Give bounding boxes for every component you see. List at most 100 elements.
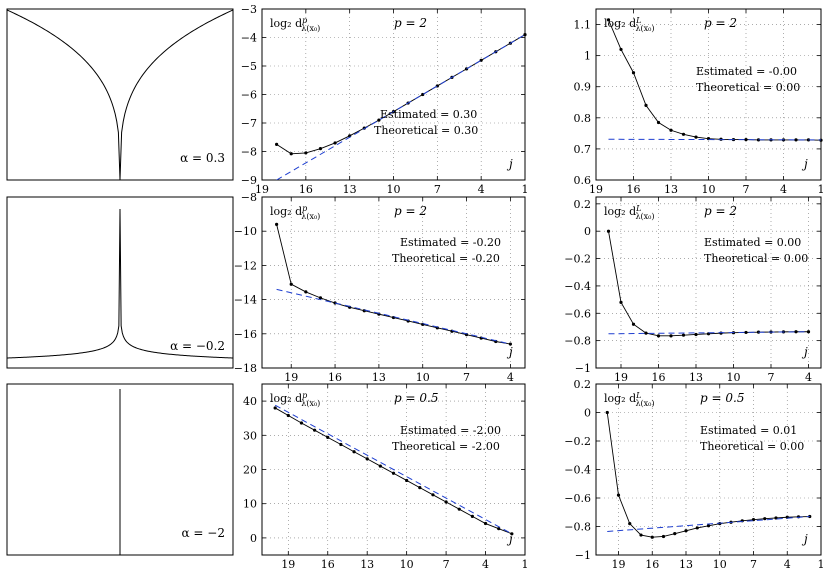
estimated-label: Estimated = -2.00 <box>400 424 501 437</box>
y-tick-label: −10 <box>234 225 257 238</box>
x-tick-label: 19 <box>281 558 295 571</box>
y-axis-annotation: log₂ dL λ(x₀) <box>604 204 654 221</box>
data-point <box>656 334 661 338</box>
y-axis-annotation: log₂ dp λ(x₀) <box>270 204 320 221</box>
data-point <box>669 334 673 338</box>
y-tick-label: 0.8 <box>574 112 592 125</box>
signal-alpha-label: α = −2 <box>182 526 225 540</box>
p-label: p = 2 <box>704 16 737 30</box>
plot-background <box>262 197 525 368</box>
data-point <box>299 421 304 425</box>
data-point <box>286 413 290 418</box>
data-point <box>418 486 422 490</box>
y-tick-label: −14 <box>234 294 257 307</box>
theoretical-label: Theoretical = 0.00 <box>704 252 808 265</box>
data-point <box>806 330 811 334</box>
estimated-label: Estimated = 0.00 <box>704 236 801 249</box>
j-label: j <box>801 345 808 359</box>
y-tick-label: 0 <box>584 225 591 238</box>
x-tick-label: 10 <box>702 183 716 196</box>
data-point <box>470 514 474 518</box>
x-tick-label: 7 <box>743 183 750 196</box>
x-tick-label: 13 <box>689 371 703 384</box>
x-tick-label: 4 <box>780 183 787 196</box>
fit-line <box>274 404 513 535</box>
x-tick-label: 19 <box>589 183 603 196</box>
x-tick-label: 4 <box>507 371 514 384</box>
data-point <box>391 471 396 475</box>
x-tick-label: 16 <box>299 183 313 196</box>
x-tick-label: 19 <box>284 371 298 384</box>
y-tick-label: 40 <box>243 395 257 408</box>
signal-frame <box>6 196 234 369</box>
estimated-label: Estimated = 0.30 <box>380 108 477 121</box>
data-point <box>628 522 632 526</box>
data-point <box>275 222 279 226</box>
y-tick-label: 0.6 <box>574 174 592 187</box>
signal-curve <box>6 9 234 181</box>
j-label: j <box>801 532 808 546</box>
x-tick-label: 13 <box>360 558 374 571</box>
j-label: j <box>506 532 513 546</box>
data-point <box>497 527 501 531</box>
y-tick-label: −0.4 <box>564 280 591 293</box>
x-tick-label: 7 <box>768 371 775 384</box>
estimated-label: Estimated = -0.00 <box>696 65 797 78</box>
y-tick-label: −1 <box>575 549 591 562</box>
y-tick-label: −0.6 <box>564 492 591 505</box>
data-point <box>794 138 798 142</box>
y-tick-label: 30 <box>243 429 257 442</box>
y-tick-label: −8 <box>241 191 257 204</box>
plot-background <box>596 9 821 180</box>
data-point <box>326 435 330 439</box>
x-tick-label: 16 <box>321 558 335 571</box>
y-tick-label: 1 <box>584 50 591 63</box>
theoretical-label: Theoretical = -0.20 <box>392 252 500 265</box>
x-tick-label: 4 <box>784 558 791 571</box>
y-tick-label: −16 <box>234 328 257 341</box>
p-label: p = 2 <box>394 204 427 218</box>
theoretical-label: Theoretical = 0.00 <box>700 440 804 453</box>
x-tick-label: 16 <box>627 183 641 196</box>
x-tick-label: 16 <box>645 558 659 571</box>
x-tick-label: 13 <box>372 371 386 384</box>
x-tick-label: 7 <box>443 558 450 571</box>
y-tick-label: −0.4 <box>564 464 591 477</box>
data-point <box>333 141 337 145</box>
j-label: j <box>506 345 513 359</box>
x-tick-label: 4 <box>805 371 812 384</box>
data-point <box>313 428 317 432</box>
p-label: p = 2 <box>394 16 427 30</box>
plot-background <box>596 197 821 368</box>
data-point <box>695 526 699 530</box>
y-axis-annotation: log₂ dp λ(x₀) <box>270 391 320 408</box>
panel-sig2: α = −0.2 <box>6 196 234 369</box>
y-tick-label: −12 <box>234 259 257 272</box>
data-line <box>608 19 821 141</box>
x-tick-label: 10 <box>387 183 401 196</box>
x-tick-label: 13 <box>679 558 693 571</box>
y-tick-label: −1 <box>575 362 591 375</box>
data-point <box>289 152 293 156</box>
data-point <box>661 534 666 539</box>
data-point <box>275 142 279 146</box>
panel-p1: 19 16 13 10 7 4 1 −9 −8 −7 −6 −5 −4 −3 log₂ dp λ(x₀) p =… <box>241 3 529 196</box>
fit-line <box>608 138 821 141</box>
data-point <box>763 517 767 521</box>
x-tick-label: 13 <box>343 183 357 196</box>
panel-l2: 19 16 13 10 7 4 −1 −0.8 −0.6 −0.4 −0.2 0 0.2 log₂ dL λ… <box>564 196 822 384</box>
data-point <box>706 524 711 528</box>
data-point <box>304 151 308 155</box>
y-tick-label: −5 <box>241 60 257 73</box>
plot-frame <box>261 196 526 369</box>
y-tick-label: −8 <box>241 146 257 159</box>
y-tick-label: 0 <box>584 407 591 420</box>
x-tick-label: 1 <box>522 558 529 571</box>
data-point <box>405 478 409 483</box>
signal-alpha-label: α = 0.3 <box>180 151 225 165</box>
fit-line <box>276 34 525 180</box>
data-point <box>744 137 748 142</box>
fit-line <box>276 288 511 345</box>
